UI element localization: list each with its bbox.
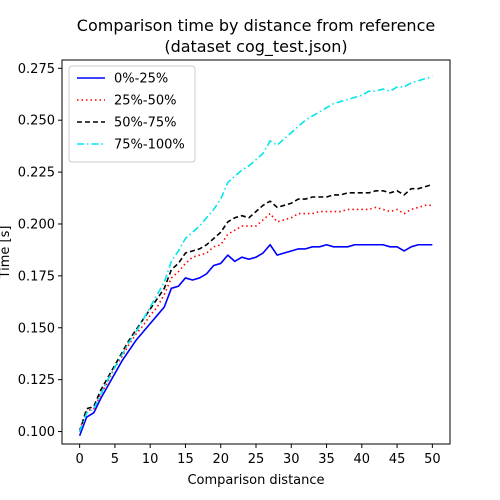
legend-label-4: 75%-100% (114, 138, 185, 153)
x-tick-label: 10 (142, 452, 159, 467)
legend-box (68, 65, 196, 163)
x-tick-label: 50 (424, 452, 441, 467)
y-tick-label: 0.150 (18, 321, 55, 336)
y-tick-label: 0.175 (18, 269, 55, 284)
x-tick-label: 15 (177, 452, 194, 467)
x-tick-label: 25 (248, 452, 265, 467)
legend-label-3: 50%-75% (114, 116, 176, 131)
chart-subtitle: (dataset cog_test.json) (164, 37, 347, 57)
x-tick-label: 20 (212, 452, 229, 467)
series-layer (78, 75, 433, 436)
y-axis-label: Time [s] (0, 226, 13, 280)
y-tick-label: 0.225 (18, 166, 55, 181)
chart-title: Comparison time by distance from referen… (77, 16, 435, 35)
y-tick-label: 0.250 (18, 114, 55, 129)
y-tick-label: 0.125 (18, 373, 55, 388)
y-tick-label: 0.200 (18, 217, 55, 232)
x-tick-label: 30 (283, 452, 300, 467)
x-axis-ticks: 0 5 10 15 20 25 30 35 40 45 50 (75, 444, 441, 467)
x-tick-label: 40 (354, 452, 371, 467)
x-tick-label: 0 (75, 452, 83, 467)
y-axis-ticks: 0.100 0.125 0.150 0.175 0.200 0.225 0.250 0.275 (18, 62, 62, 440)
legend: 0%-25% 25%-50% 50%-75% 75%-100% (68, 65, 196, 163)
x-tick-label: 45 (389, 452, 406, 467)
y-tick-label: 0.275 (18, 62, 55, 77)
legend-label-1: 0%-25% (114, 72, 168, 87)
series-line-2 (78, 204, 433, 430)
y-tick-label: 0.100 (18, 425, 55, 440)
legend-label-2: 25%-50% (114, 94, 176, 109)
series-line-4 (78, 75, 433, 432)
series-line-1 (78, 243, 433, 436)
x-axis-label: Comparison distance (187, 473, 324, 488)
x-tick-label: 35 (318, 452, 335, 467)
x-tick-label: 5 (111, 452, 119, 467)
